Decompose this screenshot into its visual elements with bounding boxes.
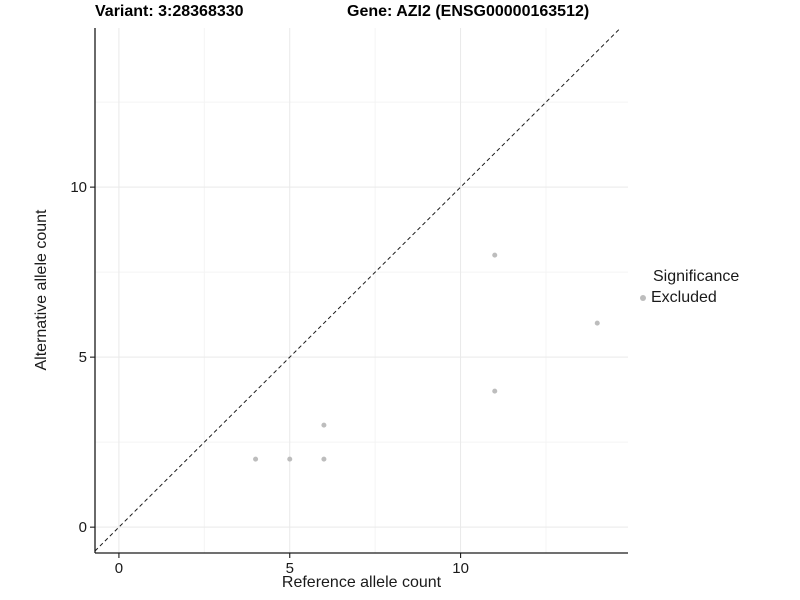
legend-entry-excluded: Excluded: [640, 289, 739, 307]
y-axis-title: Alternative allele count: [33, 209, 50, 371]
legend: Significance Excluded: [640, 268, 739, 307]
data-point: [321, 422, 327, 428]
data-point: [321, 456, 327, 462]
data-point: [492, 388, 498, 394]
y-tick-label: 10: [70, 179, 87, 196]
y-tick-label: 0: [79, 519, 87, 536]
legend-entry-label: Excluded: [651, 289, 717, 306]
x-tick-label: 5: [286, 560, 294, 577]
x-axis-title: Reference allele count: [281, 574, 442, 591]
data-point: [594, 320, 600, 326]
x-tick-label: 0: [115, 560, 123, 577]
plot-title-gene: Gene: AZI2 (ENSG00000163512): [347, 3, 590, 20]
plot-title-variant: Variant: 3:28368330: [95, 3, 244, 20]
legend-title: Significance: [653, 268, 740, 285]
x-tick-label: 10: [452, 560, 469, 577]
data-point: [287, 456, 293, 462]
data-point: [492, 252, 498, 258]
legend-point-icon: [640, 295, 646, 301]
y-tick-label: 5: [79, 349, 87, 366]
data-point: [253, 456, 259, 462]
identity-line: [94, 27, 621, 552]
